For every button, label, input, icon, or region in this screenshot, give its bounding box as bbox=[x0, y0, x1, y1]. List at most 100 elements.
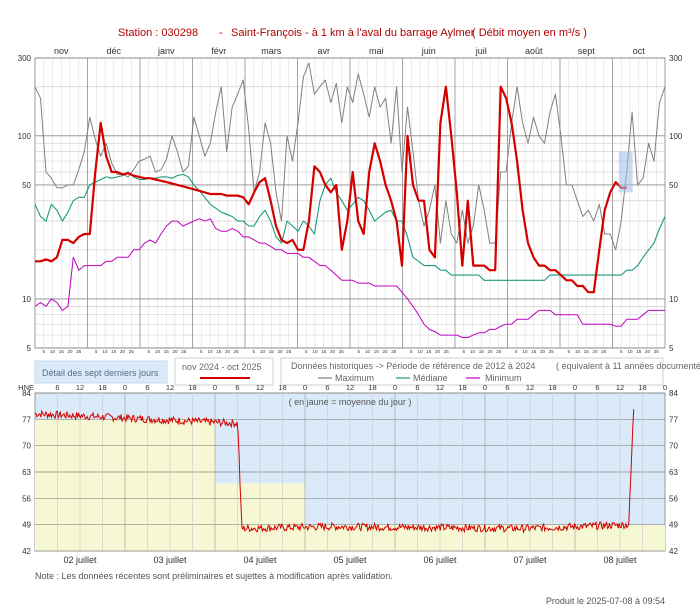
day-tick-label: 5 bbox=[42, 349, 45, 354]
hist-years-label: ( équivalent à 11 années documentées ) bbox=[556, 361, 700, 371]
hour-label: 12 bbox=[616, 383, 624, 392]
hour-label: 0 bbox=[663, 383, 667, 392]
series-line-min bbox=[34, 218, 665, 338]
day-tick-label: 15 bbox=[59, 349, 65, 354]
y-tick-label-right: 300 bbox=[669, 54, 683, 63]
month-label-8: juil bbox=[475, 46, 487, 56]
month-label-4: mars bbox=[261, 46, 281, 56]
day-tick-label: 20 bbox=[592, 349, 598, 354]
hne-label: HNE bbox=[18, 383, 34, 392]
day-tick-label: 25 bbox=[601, 349, 607, 354]
detail-label-box[interactable] bbox=[34, 360, 168, 384]
hour-label: 0 bbox=[393, 383, 397, 392]
date-label: 02 juillet bbox=[63, 555, 97, 565]
y-tick-label-right: 5 bbox=[669, 344, 674, 353]
detail-y-label-left: 42 bbox=[22, 547, 31, 556]
detail-y-label-left: 63 bbox=[22, 468, 31, 477]
hour-label: 18 bbox=[188, 383, 196, 392]
detail-label: Détail des sept derniers jours bbox=[42, 368, 159, 378]
day-tick-label: 20 bbox=[382, 349, 388, 354]
hour-label: 18 bbox=[548, 383, 556, 392]
y-tick-label-right: 100 bbox=[669, 132, 683, 141]
day-tick-label: 20 bbox=[435, 349, 441, 354]
day-tick-label: 25 bbox=[76, 349, 82, 354]
month-label-3: févr bbox=[211, 46, 226, 56]
day-tick-label: 25 bbox=[181, 349, 187, 354]
day-tick-label: 5 bbox=[462, 349, 465, 354]
month-label-10: sept bbox=[578, 46, 596, 56]
current-legend-box bbox=[174, 357, 274, 386]
day-tick-label: 15 bbox=[216, 349, 222, 354]
median-legend-label: Médiane bbox=[413, 373, 448, 383]
hour-label: 6 bbox=[55, 383, 59, 392]
month-label-7: juin bbox=[421, 46, 436, 56]
hour-label: 18 bbox=[278, 383, 286, 392]
detail-annotation: ( en jaune = moyenne du jour ) bbox=[289, 397, 412, 407]
day-tick-label: 25 bbox=[129, 349, 135, 354]
unit-note: ( Débit moyen en m³/s ) bbox=[472, 27, 587, 39]
y-tick-label-right: 50 bbox=[669, 181, 678, 190]
detail-y-label-right: 77 bbox=[669, 415, 678, 424]
produced-timestamp: Produit le 2025-07-08 à 09:54 bbox=[546, 596, 665, 606]
day-tick-label: 10 bbox=[365, 349, 371, 354]
seven-day-detail-chart: 84 84 77 77 70 70 63 63 56 56 49 49 42 42 6 12 18 0 6 12 18 0… bbox=[18, 383, 678, 565]
day-tick-label: 25 bbox=[391, 349, 397, 354]
hour-label: 12 bbox=[526, 383, 534, 392]
day-tick-label: 10 bbox=[207, 349, 213, 354]
day-tick-label: 5 bbox=[95, 349, 98, 354]
day-tick-label: 10 bbox=[627, 349, 633, 354]
current-period-highlight bbox=[618, 151, 633, 193]
date-label: 08 juillet bbox=[603, 555, 637, 565]
month-label-0: nov bbox=[54, 46, 69, 56]
station-title: Station : 030298 bbox=[118, 27, 198, 39]
day-tick-label: 15 bbox=[111, 349, 117, 354]
day-tick-label: 10 bbox=[522, 349, 528, 354]
detail-y-label-right: 49 bbox=[669, 521, 678, 530]
day-tick-label: 20 bbox=[67, 349, 73, 354]
detail-y-label-right: 84 bbox=[669, 389, 678, 398]
month-label-6: mai bbox=[369, 46, 384, 56]
day-tick-label: 25 bbox=[654, 349, 660, 354]
day-tick-label: 5 bbox=[305, 349, 308, 354]
hist-legend-box bbox=[280, 357, 664, 386]
series-line-max bbox=[34, 62, 666, 251]
detail-y-label-left: 56 bbox=[22, 494, 31, 503]
day-tick-label: 10 bbox=[470, 349, 476, 354]
month-label-1: déc bbox=[106, 46, 121, 56]
detail-y-label-left: 49 bbox=[22, 521, 31, 530]
day-tick-label: 20 bbox=[277, 349, 283, 354]
hour-label: 12 bbox=[346, 383, 354, 392]
month-label-5: avr bbox=[317, 46, 330, 56]
day-tick-label: 25 bbox=[549, 349, 555, 354]
hour-label: 0 bbox=[483, 383, 487, 392]
day-tick-label: 15 bbox=[531, 349, 537, 354]
day-tick-label: 15 bbox=[426, 349, 432, 354]
max-legend-label: Maximum bbox=[335, 373, 374, 383]
hour-label: 0 bbox=[303, 383, 307, 392]
detail-y-label-right: 70 bbox=[669, 442, 678, 451]
detail-y-label-right: 63 bbox=[669, 468, 678, 477]
detail-y-label-left: 70 bbox=[22, 442, 31, 451]
date-label: 07 juillet bbox=[513, 555, 547, 565]
footer-note: Note : Les données récentes sont prélimi… bbox=[35, 571, 393, 581]
day-tick-label: 20 bbox=[487, 349, 493, 354]
day-tick-label: 10 bbox=[102, 349, 108, 354]
day-tick-label: 15 bbox=[584, 349, 590, 354]
day-tick-label: 5 bbox=[357, 349, 360, 354]
detail-y-label-right: 56 bbox=[669, 494, 678, 503]
y-tick-label-right: 10 bbox=[669, 295, 678, 304]
date-label: 05 juillet bbox=[333, 555, 367, 565]
day-tick-label: 20 bbox=[330, 349, 336, 354]
min-legend-label: Minimum bbox=[485, 373, 522, 383]
hist-legend-label: Données historiques -> Période de référe… bbox=[291, 361, 535, 371]
detail-y-label-right: 42 bbox=[669, 547, 678, 556]
y-tick-label-left: 100 bbox=[18, 132, 32, 141]
day-tick-label: 10 bbox=[155, 349, 161, 354]
y-tick-label-left: 300 bbox=[18, 54, 32, 63]
legend-area: Détail des sept derniers jours nov 2024 … bbox=[34, 357, 700, 386]
day-tick-label: 10 bbox=[260, 349, 266, 354]
day-tick-label: 5 bbox=[147, 349, 150, 354]
day-tick-label: 25 bbox=[286, 349, 292, 354]
station-name: Saint-François - à 1 km à l'aval du barr… bbox=[231, 27, 475, 39]
